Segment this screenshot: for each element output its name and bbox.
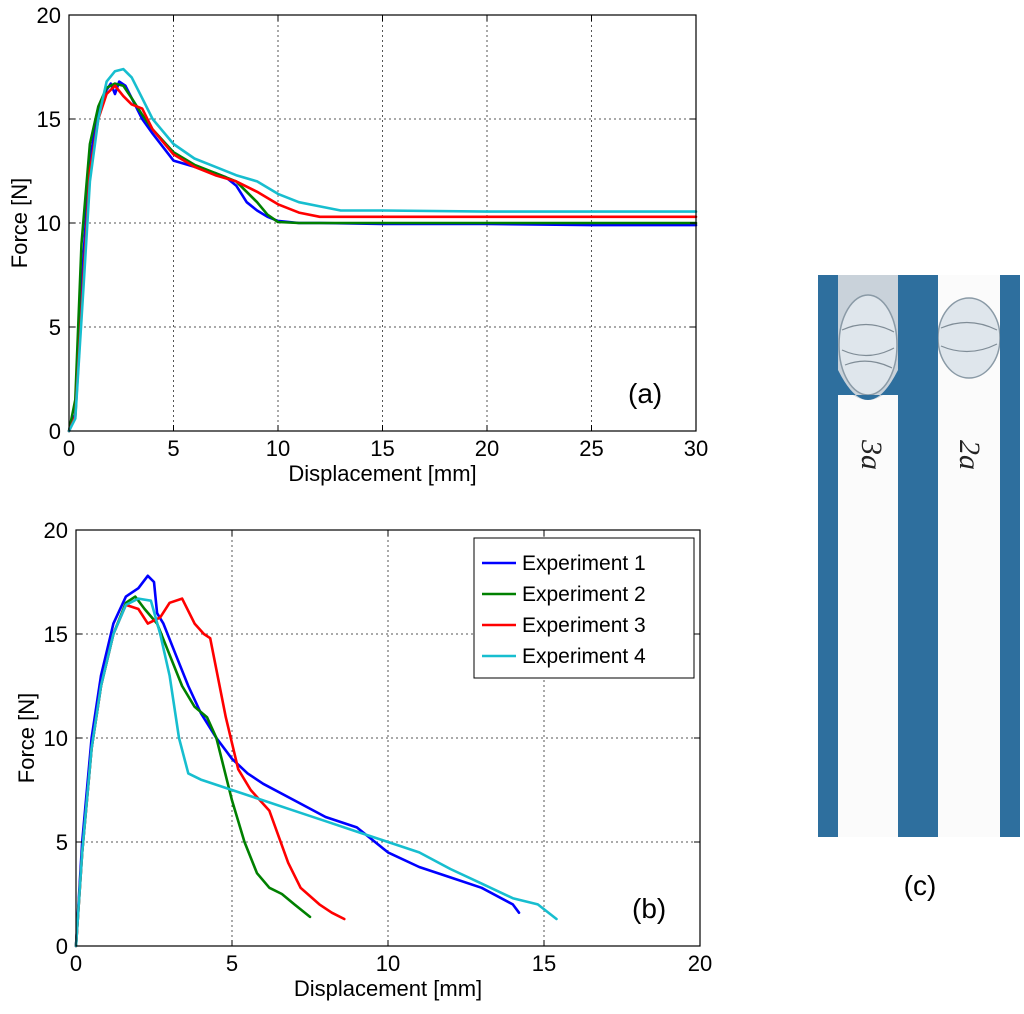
y-tick-label: 15: [37, 107, 61, 132]
y-tick-label: 5: [49, 315, 61, 340]
blue-strip-1: [818, 275, 838, 837]
specimen-2a-droplet-highlights: [940, 321, 998, 353]
y-tick-label: 10: [37, 211, 61, 236]
specimen-label-3a: 3a: [855, 439, 888, 470]
panel-label: (b): [632, 893, 666, 924]
specimen-3a-droplet-highlights: [841, 323, 895, 369]
legend-label: Experiment 2: [522, 583, 646, 606]
legend-label: Experiment 1: [522, 552, 646, 575]
x-tick-label: 10: [266, 436, 290, 461]
x-tick-label: 5: [167, 436, 179, 461]
chart-b: 0 5 10 15 20 0 5 10 15 20 Displacement [mm] Force […: [14, 518, 712, 1001]
series-line: [74, 597, 558, 948]
blue-strip-curve: [838, 370, 898, 400]
y-tick-label: 15: [44, 622, 68, 647]
x-tick-label: 15: [370, 436, 394, 461]
y-tick-label: 0: [56, 934, 68, 959]
legend-label: Experiment 4: [522, 645, 646, 668]
x-tick-label: 15: [532, 951, 556, 976]
specimen-photo: 3a 2a: [818, 275, 1024, 837]
x-tick-label: 20: [688, 951, 712, 976]
x-tick-label: 5: [226, 951, 238, 976]
series-line: [67, 67, 698, 433]
panel-label: (a): [628, 378, 662, 409]
specimen-2a-droplet: [937, 297, 1001, 379]
x-tick-label: 0: [63, 436, 75, 461]
y-axis-label: Force [N]: [14, 693, 39, 783]
y-tick-label: 5: [56, 830, 68, 855]
y-tick-label: 0: [49, 419, 61, 444]
specimen-label-2a: 2a: [953, 440, 986, 470]
x-tick-label: 0: [70, 951, 82, 976]
panel-label-c: (c): [904, 870, 937, 901]
x-tick-label: 30: [684, 436, 708, 461]
legend-box: [473, 537, 695, 679]
blue-strip-3: [1000, 275, 1020, 837]
y-tick-label: 20: [37, 3, 61, 28]
blue-strip-2: [898, 275, 938, 837]
x-axis-label: Displacement [mm]: [294, 976, 482, 1001]
y-axis-label: Force [N]: [7, 178, 32, 268]
x-tick-label: 25: [579, 436, 603, 461]
legend-label: Experiment 3: [522, 614, 646, 637]
x-tick-label: 20: [475, 436, 499, 461]
specimen-3a-droplet: [838, 294, 898, 396]
x-tick-label: 10: [376, 951, 400, 976]
y-tick-label: 20: [44, 518, 68, 543]
x-axis-label: Displacement [mm]: [288, 461, 476, 486]
y-tick-label: 10: [44, 726, 68, 751]
